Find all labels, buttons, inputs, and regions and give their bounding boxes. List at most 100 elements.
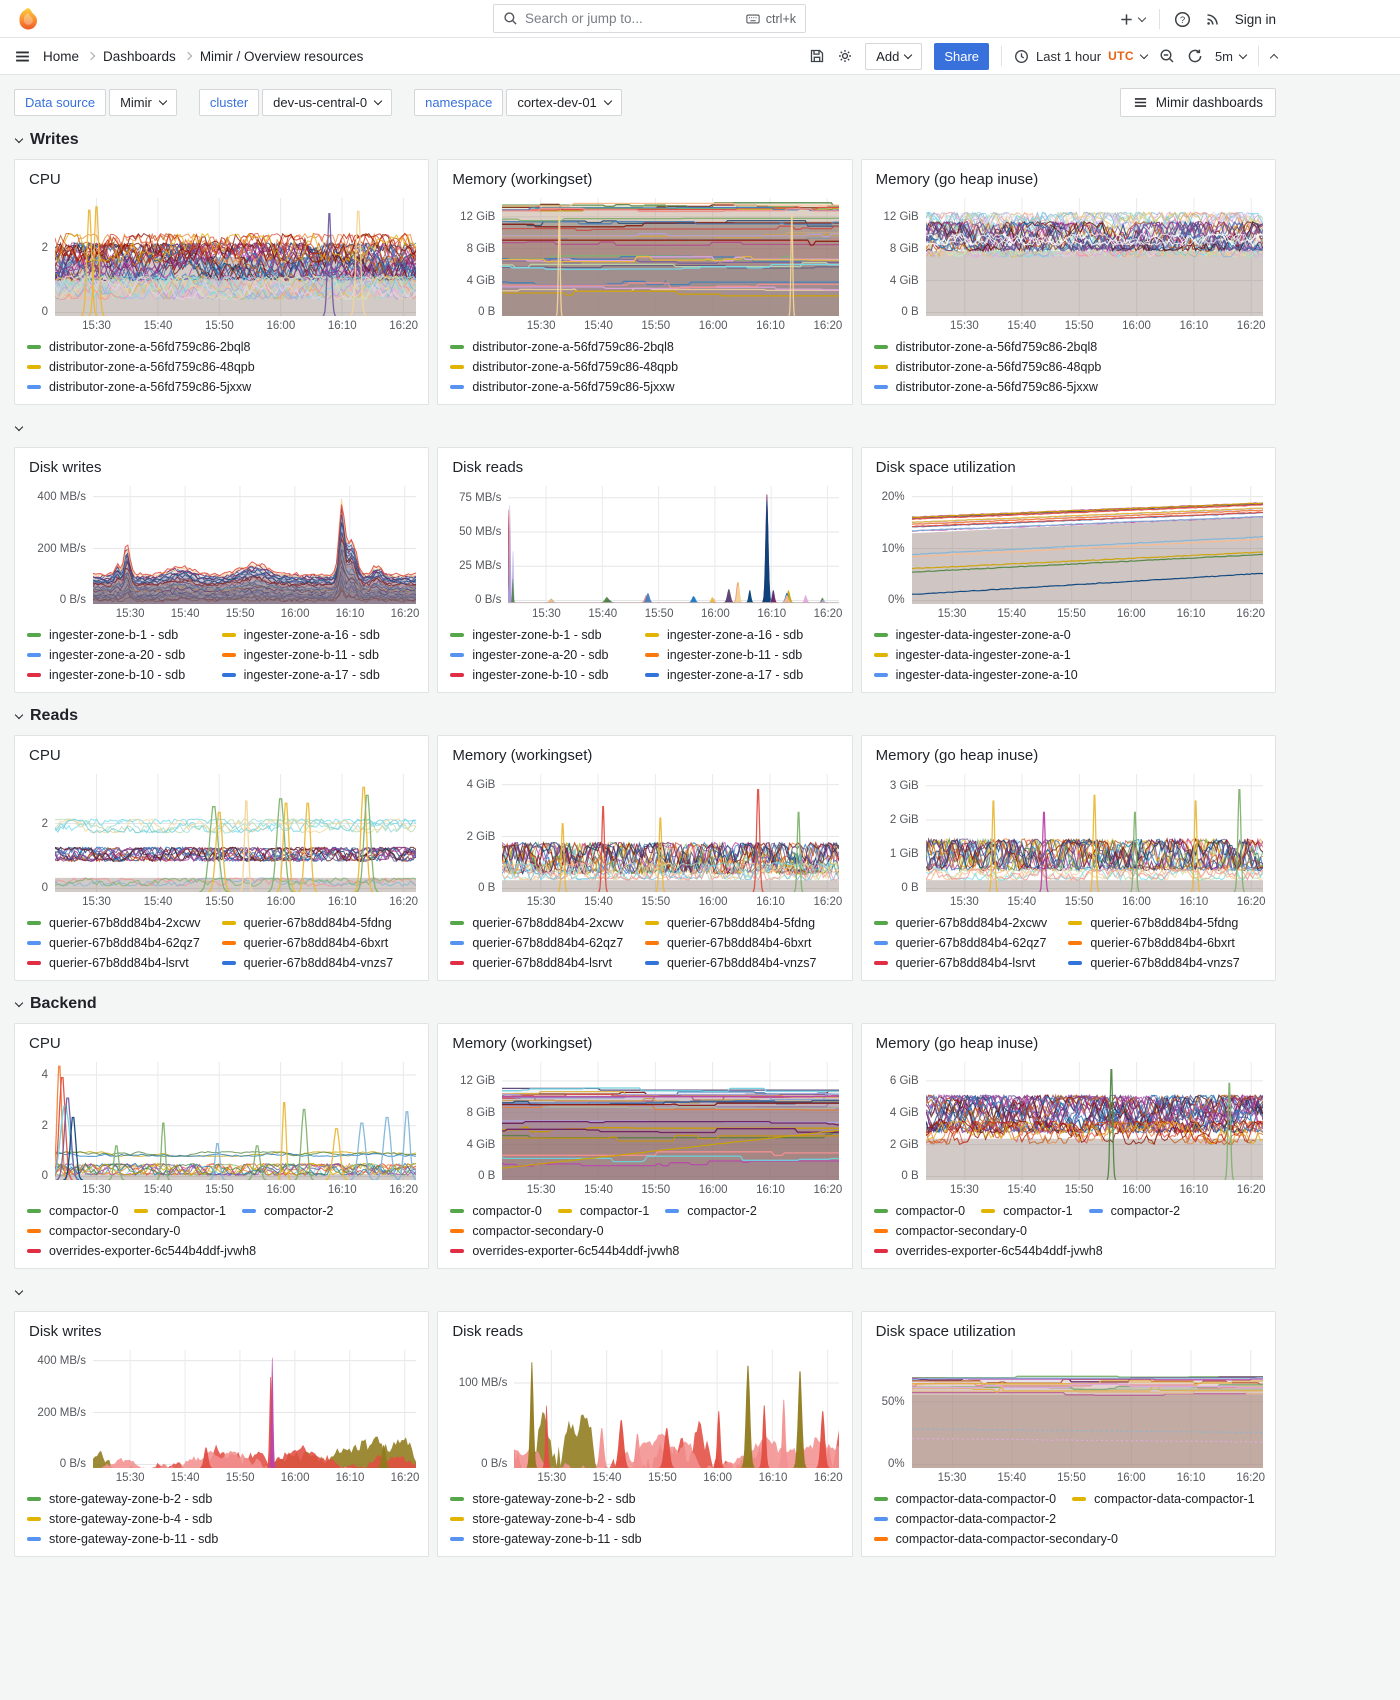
panel-title[interactable]: CPU [29,747,61,764]
mega-menu-toggle[interactable] [14,48,31,65]
share-button[interactable]: Share [934,42,990,70]
legend-item[interactable]: querier-67b8dd84b4-62qz7 [450,936,645,950]
breadcrumb-dashboards[interactable]: Dashboards [103,48,176,64]
refresh-button[interactable] [1187,48,1203,64]
legend-item[interactable]: compactor-0 [873,1204,965,1218]
legend-item[interactable]: compactor-2 [241,1204,333,1218]
legend-item[interactable]: compactor-1 [981,1204,1073,1218]
time-series-chart[interactable] [502,198,840,316]
time-series-chart[interactable] [911,486,1263,604]
legend-item[interactable]: distributor-zone-a-56fd759c86-5jxxw [873,380,1263,394]
legend-item[interactable]: overrides-exporter-6c544b4ddf-jvwh8 [27,1244,256,1258]
save-dashboard-button[interactable] [809,48,825,64]
legend-item[interactable]: querier-67b8dd84b4-6bxrt [221,936,417,950]
panel-title[interactable]: Disk reads [452,459,524,476]
legend-item[interactable]: distributor-zone-a-56fd759c86-48qpb [27,360,416,374]
search-box[interactable]: ctrl+k [493,4,806,33]
legend-item[interactable]: ingester-zone-a-17 - sdb [644,668,840,682]
datasource-select[interactable]: Mimir [109,89,177,116]
legend-item[interactable]: ingester-zone-b-1 - sdb [450,628,645,642]
legend-item[interactable]: querier-67b8dd84b4-5fdng [1068,916,1263,930]
time-range-picker[interactable]: Last 1 hour UTC [1014,49,1149,64]
panel-title[interactable]: Memory (go heap inuse) [875,747,1039,764]
dashboard-settings-button[interactable] [837,48,853,64]
time-series-chart[interactable] [925,198,1263,316]
legend-item[interactable]: ingester-zone-a-20 - sdb [450,648,645,662]
time-series-chart[interactable] [925,774,1263,892]
legend-item[interactable]: compactor-data-compactor-1 [1072,1492,1255,1506]
datasource-label[interactable]: Data source [14,89,107,116]
legend-item[interactable]: compactor-secondary-0 [450,1224,604,1238]
legend-item[interactable]: ingester-zone-b-11 - sdb [644,648,840,662]
legend-item[interactable]: querier-67b8dd84b4-62qz7 [27,936,222,950]
panel-title[interactable]: Disk reads [452,1323,524,1340]
legend-item[interactable]: distributor-zone-a-56fd759c86-5jxxw [27,380,416,394]
section-header-backend[interactable]: Backend [14,993,1276,1015]
grafana-logo[interactable] [16,7,40,31]
add-new-button[interactable] [1119,12,1146,27]
panel-title[interactable]: Disk space utilization [875,1323,1016,1340]
mimir-dashboards-button[interactable]: Mimir dashboards [1119,88,1276,117]
section-header[interactable] [14,417,1276,439]
legend-item[interactable]: ingester-zone-a-17 - sdb [221,668,417,682]
legend-item[interactable]: querier-67b8dd84b4-2xcwv [450,916,645,930]
section-header[interactable] [14,1281,1276,1303]
legend-item[interactable]: querier-67b8dd84b4-lsrvt [27,956,222,970]
legend-item[interactable]: querier-67b8dd84b4-6bxrt [644,936,840,950]
legend-item[interactable]: compactor-2 [1088,1204,1180,1218]
time-series-chart[interactable] [925,1062,1263,1180]
legend-item[interactable]: querier-67b8dd84b4-6bxrt [1068,936,1263,950]
panel-title[interactable]: CPU [29,1035,61,1052]
legend-item[interactable]: querier-67b8dd84b4-vnzs7 [644,956,840,970]
panel-title[interactable]: Memory (go heap inuse) [875,171,1039,188]
section-header-writes[interactable]: Writes [14,129,1276,151]
legend-item[interactable]: querier-67b8dd84b4-vnzs7 [1068,956,1263,970]
panel-title[interactable]: Disk writes [29,1323,102,1340]
time-series-chart[interactable] [514,1350,840,1468]
legend-item[interactable]: querier-67b8dd84b4-lsrvt [873,956,1069,970]
legend-item[interactable]: querier-67b8dd84b4-vnzs7 [221,956,417,970]
legend-item[interactable]: compactor-data-compactor-secondary-0 [873,1532,1118,1546]
sign-in-link[interactable]: Sign in [1234,11,1276,27]
legend-item[interactable]: overrides-exporter-6c544b4ddf-jvwh8 [450,1244,679,1258]
panel-title[interactable]: Memory (workingset) [452,1035,593,1052]
legend-item[interactable]: store-gateway-zone-b-4 - sdb [27,1512,416,1526]
legend-item[interactable]: ingester-zone-a-16 - sdb [221,628,417,642]
news-button[interactable] [1205,11,1221,27]
legend-item[interactable]: querier-67b8dd84b4-lsrvt [450,956,645,970]
legend-item[interactable]: distributor-zone-a-56fd759c86-5jxxw [450,380,839,394]
legend-item[interactable]: ingester-zone-b-11 - sdb [221,648,417,662]
time-series-chart[interactable] [55,774,416,892]
legend-item[interactable]: querier-67b8dd84b4-5fdng [644,916,840,930]
legend-item[interactable]: compactor-secondary-0 [27,1224,180,1238]
legend-item[interactable]: ingester-zone-b-1 - sdb [27,628,222,642]
legend-item[interactable]: ingester-data-ingester-zone-a-1 [873,648,1263,662]
collapse-toolbar-button[interactable] [1269,52,1279,62]
legend-item[interactable]: querier-67b8dd84b4-62qz7 [873,936,1069,950]
legend-item[interactable]: store-gateway-zone-b-2 - sdb [450,1492,839,1506]
time-series-chart[interactable] [911,1350,1263,1468]
legend-item[interactable]: ingester-zone-a-16 - sdb [644,628,840,642]
legend-item[interactable]: store-gateway-zone-b-4 - sdb [450,1512,839,1526]
panel-title[interactable]: Disk writes [29,459,102,476]
legend-item[interactable]: store-gateway-zone-b-11 - sdb [450,1532,839,1546]
panel-title[interactable]: Memory (workingset) [452,171,593,188]
legend-item[interactable]: compactor-data-compactor-0 [873,1492,1056,1506]
time-series-chart[interactable] [93,1350,416,1468]
legend-item[interactable]: compactor-0 [450,1204,542,1218]
namespace-select[interactable]: cortex-dev-01 [506,89,622,116]
legend-item[interactable]: ingester-zone-b-10 - sdb [27,668,222,682]
cluster-label[interactable]: cluster [198,89,260,116]
zoom-out-time-button[interactable] [1159,48,1175,64]
panel-title[interactable]: CPU [29,171,61,188]
help-button[interactable]: ? [1174,11,1191,28]
refresh-interval-picker[interactable]: 5m [1215,49,1248,64]
time-series-chart[interactable] [55,198,416,316]
legend-item[interactable]: compactor-data-compactor-2 [873,1512,1056,1526]
time-series-chart[interactable] [93,486,416,604]
time-series-chart[interactable] [502,774,840,892]
legend-item[interactable]: distributor-zone-a-56fd759c86-2bql8 [873,340,1263,354]
legend-item[interactable]: store-gateway-zone-b-11 - sdb [27,1532,416,1546]
legend-item[interactable]: compactor-secondary-0 [873,1224,1027,1238]
legend-item[interactable]: distributor-zone-a-56fd759c86-2bql8 [450,340,839,354]
